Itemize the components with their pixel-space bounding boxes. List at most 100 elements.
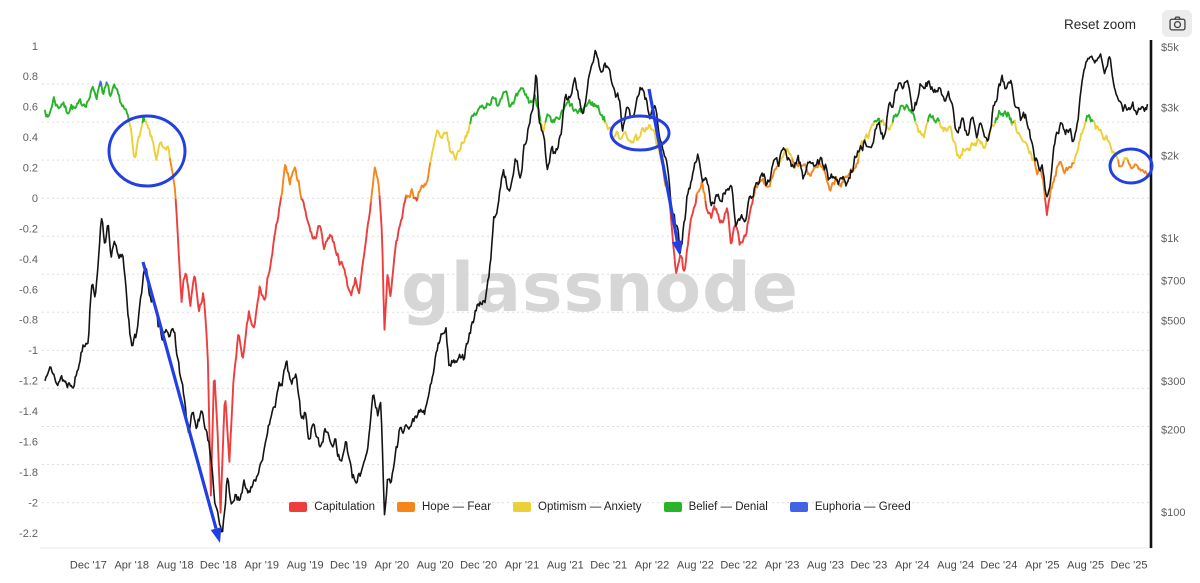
sentiment-line-segment: [752, 159, 782, 198]
legend: Capitulation Hope — Fear Optimism — Anxiet…: [0, 501, 1200, 513]
left-axis-tick: -0.6: [19, 284, 38, 296]
left-axis-tick: 0.4: [23, 132, 38, 144]
x-axis-tick: Dec '24: [980, 560, 1017, 572]
x-axis-tick: Aug '24: [937, 560, 974, 572]
x-axis-tick: Apr '18: [114, 560, 149, 572]
x-axis-tick: Aug '25: [1067, 560, 1104, 572]
legend-item-belief[interactable]: Belief — Denial: [663, 501, 768, 513]
sentiment-line-segment: [405, 188, 415, 199]
sentiment-line-segment: [1044, 195, 1051, 216]
left-axis-tick: 0: [32, 193, 38, 205]
left-axis-tick: -1: [28, 345, 38, 357]
sentiment-line-segment: [1117, 159, 1125, 168]
legend-label: Hope — Fear: [422, 501, 492, 513]
sentiment-line-segment: [469, 87, 542, 124]
x-axis-tick: Apr '22: [635, 560, 670, 572]
right-axis-tick: $200: [1161, 424, 1185, 436]
left-axis-tick: -2: [28, 497, 38, 509]
x-axis-tick: Aug '18: [157, 560, 194, 572]
sentiment-line-segment: [280, 164, 303, 201]
right-axis-tick: $500: [1161, 316, 1185, 328]
x-axis-tick: Dec '20: [460, 560, 497, 572]
annotation-circle: [609, 114, 671, 152]
left-axis-tick: -1.2: [19, 376, 38, 388]
annotations: [107, 88, 1154, 543]
annotation-arrow-head: [210, 527, 222, 543]
sentiment-line-segment: [926, 113, 941, 124]
sentiment-line-segment: [704, 196, 755, 246]
sentiment-line-segment: [891, 103, 917, 123]
glassnode-watermark: glassnode: [401, 249, 799, 328]
sentiment-line-segment: [882, 119, 894, 131]
right-axis-tick: $2k: [1161, 151, 1179, 163]
right-axis-tick: $5k: [1161, 42, 1179, 54]
reset-zoom-button[interactable]: Reset zoom: [1058, 13, 1142, 36]
x-axis-tick: Apr '24: [895, 560, 930, 572]
x-axis-tick: Apr '23: [765, 560, 800, 572]
left-axis-tick: -1.6: [19, 437, 38, 449]
camera-icon: [1168, 16, 1186, 31]
x-axis-tick: Dec '23: [850, 560, 887, 572]
legend-item-euphoria[interactable]: Euphoria — Greed: [789, 501, 911, 513]
annotation-circle: [107, 114, 187, 188]
legend-item-capitulation[interactable]: Capitulation: [289, 501, 375, 513]
left-axis-tick: -0.2: [19, 223, 38, 235]
legend-swatch-icon: [513, 502, 532, 512]
left-axis-tick: 0.6: [23, 102, 38, 114]
right-axis-tick: $3k: [1161, 103, 1179, 115]
sentiment-line-segment: [544, 99, 606, 124]
right-axis-tick: $300: [1161, 376, 1185, 388]
sentiment-line-segment: [1048, 160, 1076, 198]
annotation-arrow-line: [141, 261, 218, 529]
sentiment-line-segment: [144, 119, 171, 161]
grid-lines: [40, 40, 1153, 549]
sentiment-line-segment: [1085, 114, 1095, 123]
x-axis-tick: Dec '22: [720, 560, 757, 572]
axis-labels: 1 0.8 0.6 0.4 0.2 0 -0.2 -0.4 -0.6 -0.8 -1 -1.2 -1.4…: [19, 41, 1185, 572]
sentiment-line-segment: [873, 117, 882, 125]
legend-swatch-icon: [289, 502, 308, 512]
x-axis-tick: Apr '19: [245, 560, 280, 572]
x-axis-tick: Aug '21: [547, 560, 584, 572]
sentiment-line-segment: [300, 198, 372, 297]
sentiment-line-segment: [1073, 119, 1087, 164]
x-axis-tick: Apr '25: [1025, 560, 1060, 572]
screenshot-button[interactable]: [1162, 10, 1192, 37]
legend-item-hope[interactable]: Hope — Fear: [397, 501, 491, 513]
left-axis-tick: -1.4: [19, 406, 38, 418]
annotation-arrow-head: [671, 240, 683, 256]
x-axis-tick: Aug '19: [287, 560, 324, 572]
left-axis-tick: -0.4: [19, 254, 38, 266]
annotation-arrow-line: [647, 88, 679, 242]
sentiment-line-segment: [369, 166, 381, 203]
sentiment-line-segment: [695, 181, 707, 203]
sentiment-line-segment: [994, 109, 1013, 126]
sentiment-line-segment: [174, 196, 283, 514]
legend-item-optimism[interactable]: Optimism — Anxiety: [513, 501, 642, 513]
x-axis-tick: Aug '23: [807, 560, 844, 572]
right-axis-tick: $1k: [1161, 233, 1179, 245]
x-axis-tick: Apr '21: [505, 560, 540, 572]
sentiment-line-segment: [779, 147, 794, 163]
sentiment-line-segment: [378, 194, 407, 331]
x-axis-tick: Aug '20: [417, 560, 454, 572]
sentiment-line-segment: [1126, 159, 1149, 177]
sentiment-line-segment: [98, 80, 103, 88]
legend-swatch-icon: [789, 502, 808, 512]
x-axis-tick: Apr '20: [375, 560, 410, 572]
left-axis-tick: -2.2: [19, 528, 38, 540]
sentiment-line-segment: [914, 119, 929, 139]
left-axis-tick: 1: [32, 41, 38, 53]
sentiment-line-segment: [416, 161, 432, 199]
right-axis-tick: $100: [1161, 507, 1185, 519]
x-axis-tick: Dec '19: [330, 560, 367, 572]
watermark: glassnode: [401, 249, 799, 328]
sentiment-line-segment: [106, 83, 130, 123]
left-axis-tick: 0.8: [23, 71, 38, 83]
sentiment-line-segment: [1123, 156, 1129, 162]
x-axis-tick: Dec '21: [590, 560, 627, 572]
sentiment-line-segment: [1092, 120, 1120, 162]
sentiment-line-segment: [429, 122, 472, 163]
legend-swatch-icon: [397, 502, 415, 512]
